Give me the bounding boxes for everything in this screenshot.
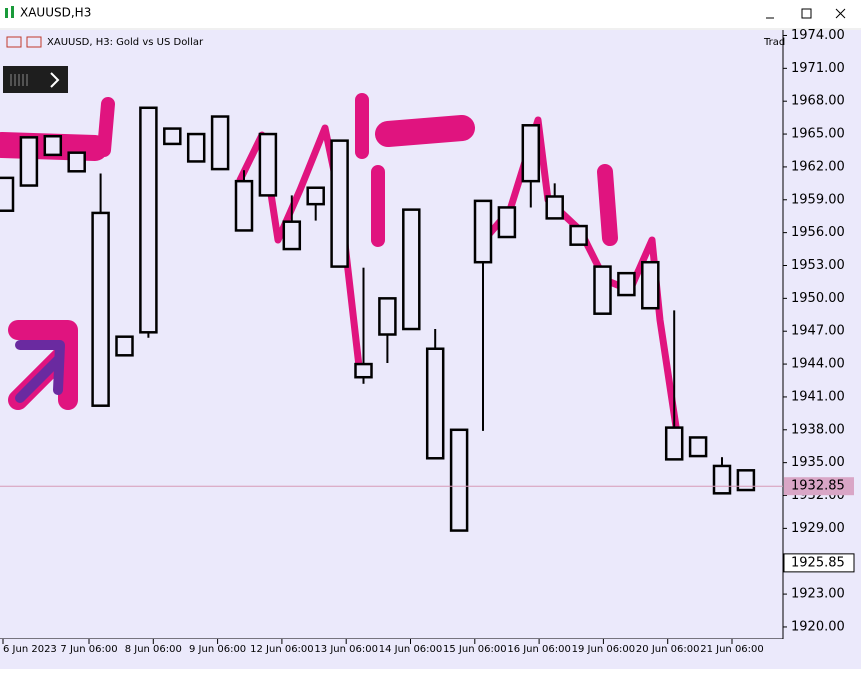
close-button[interactable] <box>835 8 846 19</box>
candle-body <box>306 186 325 206</box>
candle-body <box>736 469 756 492</box>
candle-body <box>258 132 278 197</box>
x-tick-label: 15 Jun 06:00 <box>443 644 507 655</box>
candle-body <box>641 260 660 310</box>
y-tick-label: 1923.00 <box>791 587 845 602</box>
bid-label-bg <box>784 477 854 496</box>
y-tick-label: 1947.00 <box>791 324 845 339</box>
candle-body <box>67 151 86 173</box>
app-icon <box>5 6 14 18</box>
candle-body <box>330 139 349 268</box>
ask-label-bg <box>783 553 855 573</box>
x-tick-label: 8 Jun 06:00 <box>125 644 182 655</box>
candle-body <box>139 106 158 334</box>
candle-body <box>712 464 732 495</box>
candle-body <box>91 211 110 407</box>
x-tick-label: 12 Jun 06:00 <box>250 644 314 655</box>
y-tick-label: 1941.00 <box>791 389 845 404</box>
candle-body <box>521 124 541 183</box>
candle-body <box>449 428 469 532</box>
candle-body <box>664 426 684 461</box>
title-bar <box>0 0 861 28</box>
y-tick-label: 1938.00 <box>791 422 845 437</box>
x-tick-label: 19 Jun 06:00 <box>572 644 636 655</box>
marks: 1974.00 1971.00 1968.00 1965.00 1962.00 1959.… <box>0 28 855 655</box>
time-axis <box>0 639 861 669</box>
x-tick-label: 7 Jun 06:00 <box>60 644 117 655</box>
window-title: XAUUSD,H3 <box>20 6 91 20</box>
y-tick-label: 1953.00 <box>791 258 845 273</box>
y-tick-label: 1968.00 <box>791 94 845 109</box>
x-tick-label: 21 Jun 06:00 <box>700 644 764 655</box>
candle-body <box>473 199 493 264</box>
y-tick-label: 1950.00 <box>791 291 845 306</box>
icon <box>26 36 42 48</box>
one-click-button[interactable] <box>3 66 68 93</box>
candle-body <box>43 134 63 157</box>
y-tick-label: 1959.00 <box>791 192 845 207</box>
candle-body <box>163 127 182 146</box>
y-tick-label: 1971.00 <box>791 61 845 76</box>
candle-body <box>545 195 564 220</box>
ask-label: 1925.85 <box>791 555 845 570</box>
candle-body <box>378 297 397 336</box>
x-tick-label: 14 Jun 06:00 <box>379 644 443 655</box>
maximize-button[interactable] <box>801 8 812 19</box>
trade-label: Trad <box>763 37 785 48</box>
candle-body <box>0 176 15 212</box>
price-axis <box>783 30 861 639</box>
x-tick-label: 13 Jun 06:00 <box>314 644 378 655</box>
candle-body <box>19 136 39 187</box>
chart-title: XAUUSD, H3: Gold vs US Dollar <box>47 37 204 48</box>
candle-body <box>593 265 612 315</box>
candle-body <box>688 436 708 458</box>
chart-header: XAUUSD, H3: Gold vs US Dollar Trad <box>6 36 785 48</box>
x-tick-label: 20 Jun 06:00 <box>636 644 700 655</box>
icon <box>6 36 22 48</box>
y-tick-label: 1920.00 <box>791 619 845 634</box>
x-tick-label: 9 Jun 06:00 <box>189 644 246 655</box>
candle-body <box>234 179 254 232</box>
candle-body <box>210 115 230 171</box>
candle-body <box>282 220 302 251</box>
y-tick-label: 1965.00 <box>791 127 845 142</box>
candle-body <box>186 132 206 163</box>
candle-body <box>425 347 445 460</box>
y-tick-label: 1944.00 <box>791 357 845 372</box>
candle-body <box>354 362 373 379</box>
x-tick-label: 16 Jun 06:00 <box>507 644 571 655</box>
candle-body <box>569 224 588 246</box>
y-tick-label: 1974.00 <box>791 28 845 43</box>
candle-body <box>497 206 517 239</box>
y-tick-label: 1956.00 <box>791 225 845 240</box>
x-tick-label: 6 Jun 2023 <box>3 644 57 655</box>
candle-body <box>617 271 636 297</box>
y-tick-label: 1935.00 <box>791 455 845 470</box>
candle-body <box>402 208 421 331</box>
candle-body <box>115 335 134 357</box>
y-tick-label: 1962.00 <box>791 159 845 174</box>
y-tick-label: 1929.00 <box>791 521 845 536</box>
bid-label: 1932.85 <box>791 479 845 494</box>
